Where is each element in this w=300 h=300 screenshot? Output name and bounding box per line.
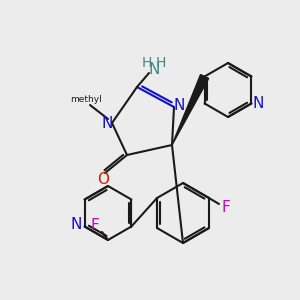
- Text: N: N: [148, 61, 160, 76]
- Polygon shape: [172, 75, 209, 145]
- Text: N: N: [173, 98, 185, 112]
- Text: N: N: [253, 96, 264, 111]
- Text: O: O: [97, 172, 109, 188]
- Text: N: N: [101, 116, 113, 130]
- Text: F: F: [91, 218, 99, 233]
- Text: N: N: [71, 217, 82, 232]
- Text: F: F: [222, 200, 230, 215]
- Text: H: H: [156, 56, 166, 70]
- Text: H: H: [142, 56, 152, 70]
- Text: methyl: methyl: [70, 95, 102, 104]
